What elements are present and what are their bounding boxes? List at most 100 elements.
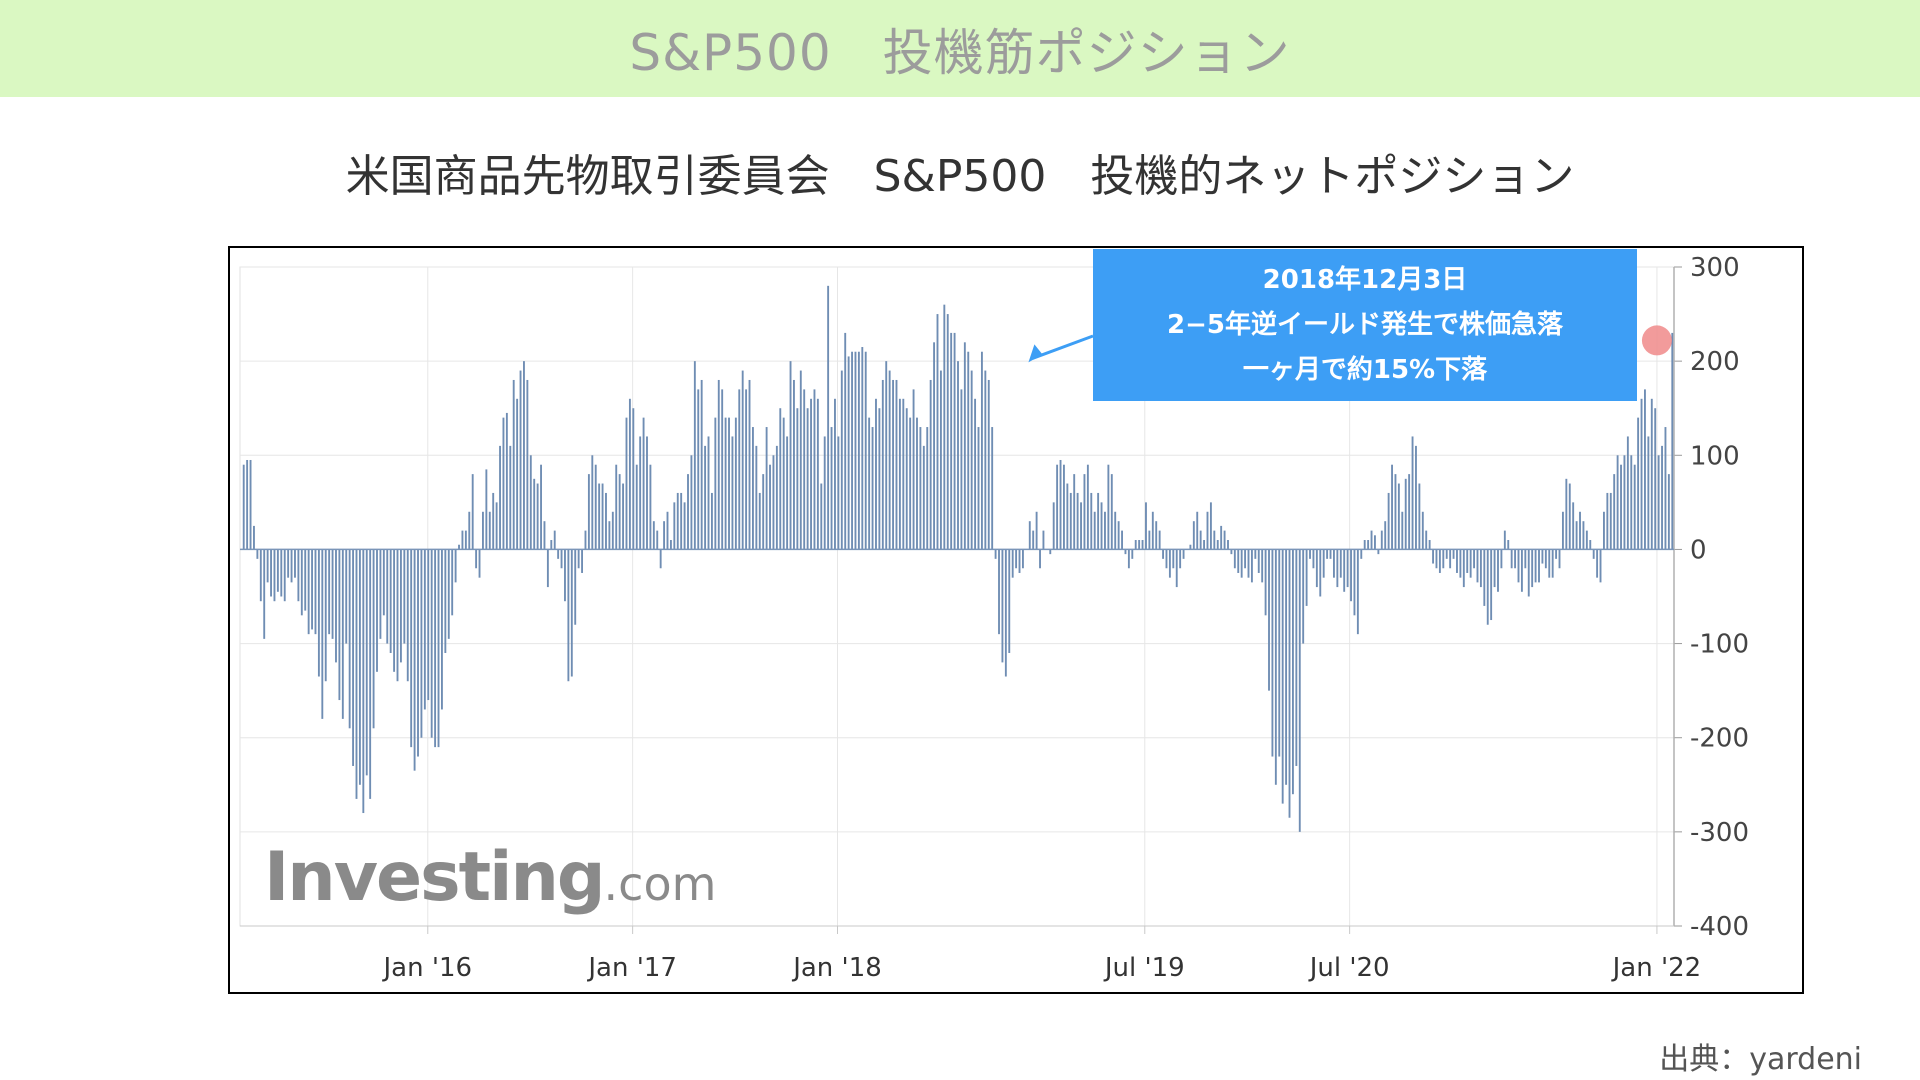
bar [523,361,525,550]
bar [1268,549,1270,691]
bar [1356,549,1359,635]
bar [567,549,570,682]
bar [1609,492,1612,550]
bar [488,511,491,550]
bar [1360,549,1363,559]
bar [447,549,450,639]
y-tick-label: -300 [1690,818,1749,848]
bar [1473,549,1476,569]
bar [1626,436,1629,550]
bar [550,540,553,550]
x-tick-label: Jan '22 [1611,953,1702,983]
bar [440,549,443,710]
bar [1374,535,1376,550]
bar [1377,549,1380,555]
bar [762,474,765,550]
bar [642,417,645,550]
chart-title: 米国商品先物取引委員会 S&P500 投機的ネットポジション [345,151,1575,202]
bar [605,492,607,550]
bar [365,549,368,776]
bar [591,455,594,550]
bar [752,427,754,550]
bar [1155,521,1158,550]
bar [495,502,498,550]
bar [543,521,546,550]
bar [1172,549,1175,569]
bar [847,356,850,550]
bar [939,370,942,550]
bar [765,427,768,550]
bar [618,474,621,550]
bar [249,459,252,550]
bar [844,332,847,550]
bar [492,492,495,550]
bar [430,549,433,738]
bar [406,549,409,682]
bar [273,549,276,602]
bar [1257,549,1260,573]
bar [625,417,628,550]
bar [813,389,816,550]
bar [1507,540,1510,550]
bar [1404,478,1407,550]
bar [1018,549,1021,573]
bar [355,549,358,799]
bar [1432,549,1434,564]
bar [693,361,696,550]
bar [1469,549,1472,578]
bar [427,549,430,701]
bar [1435,549,1438,569]
bar [1336,549,1339,588]
bar [1667,474,1670,550]
bar [851,351,853,550]
bar [1425,530,1428,550]
bar [546,549,549,588]
bar [690,455,693,550]
bar [957,361,959,550]
bar [998,549,1000,635]
bar [1606,492,1609,550]
bar [1592,549,1595,559]
bar [1121,530,1123,550]
header-banner: S&P500 投機筋ポジション [0,0,1920,97]
bar [1240,549,1243,578]
bar [1039,549,1041,569]
bar [1124,549,1127,555]
bar [454,549,457,583]
bar [1459,549,1462,578]
bar [967,351,970,550]
bar [1145,502,1147,550]
bar [984,370,987,550]
bar [909,417,912,550]
bar [321,549,324,719]
bar [540,464,542,550]
bar [420,549,423,738]
bar [1302,549,1305,644]
bar [379,549,382,639]
bar [1278,549,1281,757]
x-tick-label: Jul '20 [1308,953,1390,983]
bar [721,389,724,550]
bar [386,549,389,644]
bar [748,379,751,550]
bar [1329,549,1332,559]
bar [1073,474,1076,550]
bar [461,530,464,550]
bar [1080,502,1082,550]
bar [820,483,823,550]
bar [793,379,795,550]
bar [1114,511,1117,550]
bar [704,445,707,550]
bar [242,464,245,550]
bar [376,549,378,672]
bar [1449,549,1452,569]
bar [1633,464,1636,550]
bar [403,549,406,644]
bar [464,530,467,550]
bar [1216,540,1219,550]
bar [1418,483,1421,550]
bar [888,370,891,550]
bar [933,342,936,550]
bar [434,549,437,748]
bar [1466,549,1469,573]
